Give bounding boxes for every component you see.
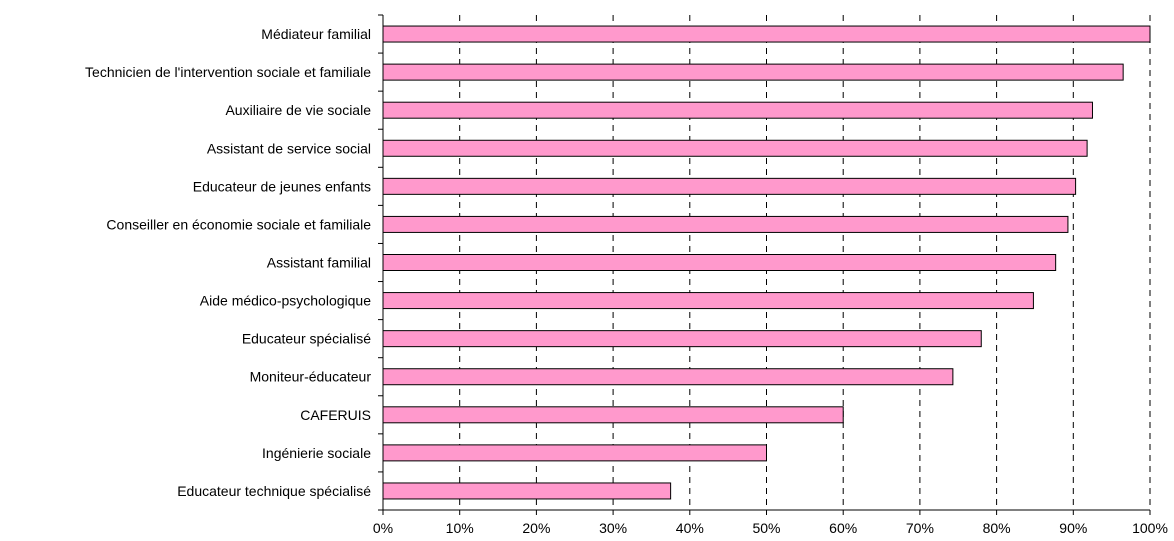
bars xyxy=(382,25,1151,500)
y-tick-label: Assistant familial xyxy=(267,255,371,271)
x-tick-labels: 0% 10% 20% 30% 40% 50% 60% 70% 80% 90% 100% xyxy=(373,520,1168,536)
x-tick-label: 20% xyxy=(522,520,550,536)
y-tick-label: Aide médico-psychologique xyxy=(200,293,371,309)
x-tick-label: 80% xyxy=(983,520,1011,536)
y-tick-label: Auxiliaire de vie sociale xyxy=(225,102,371,118)
bar xyxy=(382,482,672,500)
y-tick-label: Educateur de jeunes enfants xyxy=(193,178,371,194)
x-tick-label: 50% xyxy=(752,520,780,536)
bar xyxy=(382,292,1034,310)
bar xyxy=(382,25,1151,43)
x-tick-label: 70% xyxy=(906,520,934,536)
y-tick-label: Médiateur familial xyxy=(261,26,371,42)
y-tick-labels: Médiateur familial Technicien de l'interv… xyxy=(85,26,371,499)
x-tick-label: 90% xyxy=(1059,520,1087,536)
y-tick-label: CAFERUIS xyxy=(300,407,371,423)
bar xyxy=(382,254,1057,271)
bar xyxy=(382,444,767,462)
bar xyxy=(382,330,982,348)
bar xyxy=(382,368,954,386)
bar xyxy=(382,177,1077,195)
y-tick-label: Ingénierie sociale xyxy=(262,445,371,461)
y-tick-label: Assistant de service social xyxy=(207,140,371,156)
x-tick-label: 40% xyxy=(676,520,704,536)
bar xyxy=(382,406,844,424)
x-tick-label: 10% xyxy=(446,520,474,536)
bar xyxy=(382,101,1093,119)
y-tick-label: Educateur technique spécialisé xyxy=(177,483,371,499)
x-tick-label: 30% xyxy=(599,520,627,536)
bar xyxy=(382,139,1088,157)
y-tick-label: Technicien de l'intervention sociale et … xyxy=(85,64,371,80)
x-tick-label: 60% xyxy=(829,520,857,536)
y-tick-label: Conseiller en économie sociale et famili… xyxy=(106,216,371,232)
bar xyxy=(382,63,1124,81)
x-tick-label: 100% xyxy=(1132,520,1168,536)
y-tick-label: Moniteur-éducateur xyxy=(250,369,372,385)
x-tick-label: 0% xyxy=(373,520,393,536)
axes xyxy=(378,14,1151,515)
y-tick-label: Educateur spécialisé xyxy=(242,331,371,347)
bar xyxy=(382,215,1069,233)
